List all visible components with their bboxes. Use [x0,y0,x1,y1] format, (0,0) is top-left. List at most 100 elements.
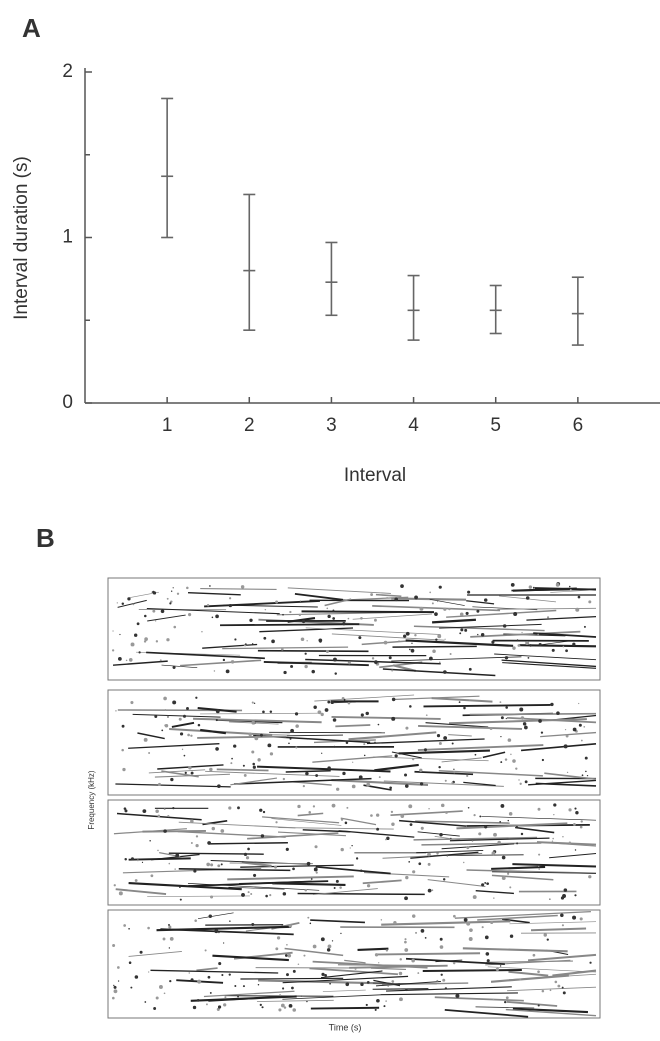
spectrogram-speck [194,919,197,922]
spectrogram-speck [315,845,318,848]
spectrogram-speck [303,955,305,957]
spectrogram-speck [186,587,189,590]
spectrogram-speck [453,915,456,918]
spectrogram-speck [339,886,342,889]
spectrogram-speck [112,997,115,1000]
spectrogram-trace [269,732,385,733]
spectrogram-speck [444,639,445,640]
spectrogram-speck [114,884,116,886]
spectrogram-speck [289,924,292,927]
spectrogram-speck [207,841,211,845]
spectrogram-speck [152,591,154,593]
spectrogram-speck [370,814,373,817]
spectrogram-speck [417,972,419,974]
spectrogram-speck [295,712,298,715]
spectrogram-speck [360,869,363,872]
spectrogram-speck [565,729,566,730]
spectrogram-speck [168,926,171,929]
spectrogram-speck [188,613,191,616]
spectrogram-speck [376,813,379,816]
spectrogram-speck [552,841,553,842]
spectrogram-speck [341,819,343,821]
spectrogram-speck [523,722,526,725]
spectrogram-speck [335,672,337,674]
spectrogram-speck [345,822,348,825]
spectrogram-speck [142,862,143,863]
spectrogram-speck [509,886,511,888]
spectrogram-speck [405,876,408,879]
spectrogram-speck [247,848,250,851]
spectrogram-speck [583,726,585,728]
spectrogram-speck [580,917,583,920]
spectrogram-speck [223,659,225,661]
spectrogram-speck [292,867,295,870]
spectrogram-speck [420,607,424,611]
spectrogram-speck [573,728,577,732]
spectrogram-speck [391,980,394,983]
spectrogram-speck [148,752,150,754]
spectrogram-speck [251,750,254,753]
spectrogram-speck [487,959,490,962]
spectrogram-speck [476,610,479,613]
spectrogram-speck [217,784,221,788]
y-tick-label: 1 [62,227,73,248]
spectrogram-speck [287,954,291,958]
error-bar [572,277,584,345]
spectrogram-speck [188,766,191,769]
spectrogram-speck [544,933,547,936]
spectrogram-speck [398,640,399,641]
spectrogram-speck [439,833,442,836]
spectrogram-speck [557,985,560,988]
spectrogram-speck [216,709,220,713]
spectrogram-speck [228,806,231,809]
spectrogram-speck [305,653,307,655]
spectrogram-speck [252,763,255,766]
spectrogram-trace [258,651,369,652]
spectrogram-speck [129,658,133,662]
spectrogram-speck [432,889,434,891]
spectrogram-speck [550,703,553,706]
spectrogram-trace [470,714,596,715]
spectrogram-speck [496,968,499,971]
spectrogram-speck [163,829,167,833]
spectrogram-speck [529,644,532,647]
spectrogram-speck [241,895,242,896]
spectrogram-speck [400,958,402,960]
spectrogram-speck [174,868,175,869]
spectrogram-speck [466,846,469,849]
spectrogram-speck [378,724,380,726]
spectrogram-speck [585,757,588,760]
spectrogram-speck [327,948,330,951]
spectrogram-speck [218,1005,221,1008]
spectrogram-speck [134,634,137,637]
spectrogram-speck [443,878,445,880]
spectrogram-speck [411,643,412,644]
spectrogram-speck [352,762,353,763]
spectrogram-speck [270,752,273,755]
spectrogram-speck [499,821,501,823]
spectrogram-speck [161,729,163,731]
spectrogram-speck [562,924,564,926]
spectrogram-speck [406,632,410,636]
spectrogram-speck [393,921,396,924]
spectrogram-speck [218,962,221,965]
spectrogram-speck [405,989,407,991]
spectrogram-speck [376,828,379,831]
spectrogram-speck [418,862,421,865]
spectrogram-speck [190,819,194,823]
spectrogram-speck [469,668,472,671]
spectrogram-speck [511,583,515,587]
spectrogram-speck [503,624,506,627]
spectrogram-speck [333,718,337,722]
spectrogram-speck [124,809,127,812]
error-bar [325,242,337,315]
spectrogram-speck [572,916,576,920]
spectrogram-speck [169,947,170,948]
spectrogram-speck [389,656,392,659]
spectrogram [108,910,600,1018]
spectrogram-speck [528,657,530,659]
spectrogram-speck [578,703,579,704]
spectrogram-speck [450,653,452,655]
spectrogram-speck [167,716,169,718]
spectrogram-trace [373,989,429,990]
